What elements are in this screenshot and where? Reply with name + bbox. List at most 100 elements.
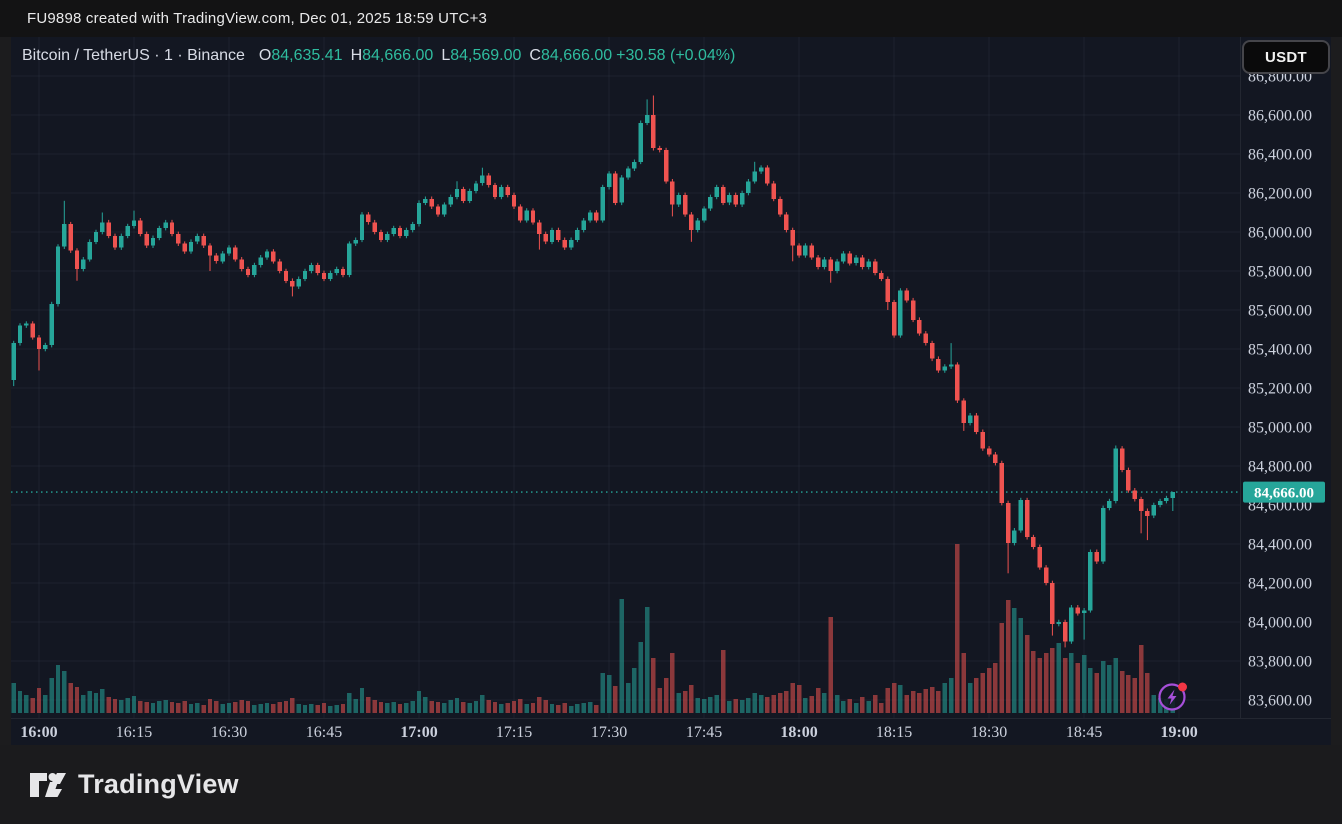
price-tick-label[interactable]: 85,000.00: [1248, 420, 1312, 437]
candle: [1043, 567, 1049, 583]
candle: [872, 261, 878, 273]
candle: [1094, 551, 1099, 562]
volume-bar: [176, 703, 181, 713]
candle: [632, 161, 637, 169]
volume-bar: [347, 693, 352, 713]
volume-bar: [771, 695, 776, 713]
candle: [201, 235, 206, 246]
price-tick-label[interactable]: 86,000.00: [1248, 225, 1312, 242]
time-tick-label[interactable]: 17:30: [591, 724, 627, 741]
volume-bar: [1094, 673, 1099, 713]
candle: [663, 150, 669, 182]
volume-bar: [587, 702, 593, 713]
candle: [347, 243, 352, 275]
volume-bar: [651, 658, 656, 713]
price-tick-label[interactable]: 83,800.00: [1248, 654, 1312, 671]
candle: [340, 269, 346, 275]
symbol-title: Bitcoin / TetherUS · 1 · Binance: [22, 47, 245, 64]
candle: [226, 247, 232, 254]
candle: [302, 271, 308, 279]
volume-bar: [562, 703, 567, 713]
time-tick-label[interactable]: 18:15: [876, 724, 912, 741]
volume-bar: [258, 704, 263, 713]
candle: [17, 325, 23, 344]
price-tick-label[interactable]: 85,600.00: [1248, 303, 1312, 320]
candle: [556, 230, 561, 240]
volume-bar: [30, 698, 35, 713]
volume-bar: [214, 701, 219, 713]
volume-bar: [404, 703, 409, 713]
price-tick-label[interactable]: 85,400.00: [1248, 342, 1312, 359]
volume-bar: [1145, 673, 1150, 713]
volume-bar: [100, 689, 105, 713]
volume-bar: [1119, 671, 1125, 713]
time-tick-label[interactable]: 17:45: [686, 724, 722, 741]
volume-bar: [619, 599, 624, 713]
volume-bar: [796, 685, 802, 713]
price-tick-label[interactable]: 84,400.00: [1248, 537, 1312, 554]
price-tick-label[interactable]: 85,800.00: [1248, 264, 1312, 281]
candle: [815, 257, 821, 268]
alert-dot-icon: [1178, 682, 1187, 692]
candle: [138, 220, 143, 234]
volume-bar: [188, 704, 194, 713]
volume-bar: [423, 697, 428, 713]
candle: [461, 189, 466, 201]
time-tick-label[interactable]: 18:30: [971, 724, 1007, 741]
volume-bar: [1024, 635, 1030, 713]
volume-bar: [1031, 651, 1036, 713]
candle: [1037, 546, 1042, 568]
candle: [1081, 610, 1087, 614]
volume-bar: [17, 691, 23, 713]
candle: [283, 271, 289, 281]
volume-bar: [252, 705, 257, 713]
volume-bar: [1081, 655, 1087, 713]
volume-bar: [518, 699, 523, 713]
price-tick-label[interactable]: 84,000.00: [1248, 615, 1312, 632]
time-tick-label[interactable]: 18:00: [780, 724, 817, 741]
volume-bar: [226, 703, 232, 713]
candle: [454, 189, 460, 197]
volume-bar: [1012, 608, 1017, 713]
time-tick-label[interactable]: 16:30: [211, 724, 247, 741]
price-tick-label[interactable]: 83,600.00: [1248, 693, 1312, 710]
candle: [948, 364, 954, 367]
candle: [397, 228, 403, 236]
time-tick-label[interactable]: 16:45: [306, 724, 342, 741]
candle: [834, 261, 840, 272]
candle: [480, 175, 485, 184]
time-tick-label[interactable]: 19:00: [1160, 724, 1197, 741]
time-tick-label[interactable]: 17:15: [496, 724, 532, 741]
candle: [518, 206, 523, 221]
candle: [473, 183, 479, 192]
price-tick-label[interactable]: 86,600.00: [1248, 108, 1312, 125]
volume-bar: [467, 703, 472, 713]
candle: [492, 185, 498, 197]
price-tick-label[interactable]: 84,800.00: [1248, 459, 1312, 476]
price-tick-label[interactable]: 84,200.00: [1248, 576, 1312, 593]
currency-button[interactable]: USDT: [1242, 40, 1330, 74]
candle: [1005, 503, 1011, 544]
candle: [575, 230, 580, 240]
flash-icon[interactable]: [1158, 682, 1188, 711]
candle: [961, 400, 966, 424]
candle: [214, 255, 219, 262]
time-tick-label[interactable]: 18:45: [1066, 724, 1102, 741]
candle: [410, 224, 415, 231]
price-tick-label[interactable]: 86,400.00: [1248, 147, 1312, 164]
candlestick-chart[interactable]: 86,800.0086,600.0086,400.0086,200.0086,0…: [11, 37, 1331, 745]
price-tick-label[interactable]: 85,200.00: [1248, 381, 1312, 398]
time-tick-label[interactable]: 16:15: [116, 724, 152, 741]
candle: [701, 208, 707, 221]
price-tick-label[interactable]: 86,200.00: [1248, 186, 1312, 203]
attribution-text: FU9898 created with TradingView.com, Dec…: [27, 10, 488, 27]
candle: [49, 304, 54, 346]
candle: [651, 115, 656, 149]
time-tick-label[interactable]: 16:00: [20, 724, 57, 741]
volume-bar: [315, 705, 320, 713]
volume-bar: [385, 703, 390, 713]
candle: [55, 246, 61, 305]
time-tick-label[interactable]: 17:00: [400, 724, 437, 741]
volume-bar: [847, 699, 852, 713]
tradingview-logo[interactable]: TradingView: [30, 769, 239, 800]
